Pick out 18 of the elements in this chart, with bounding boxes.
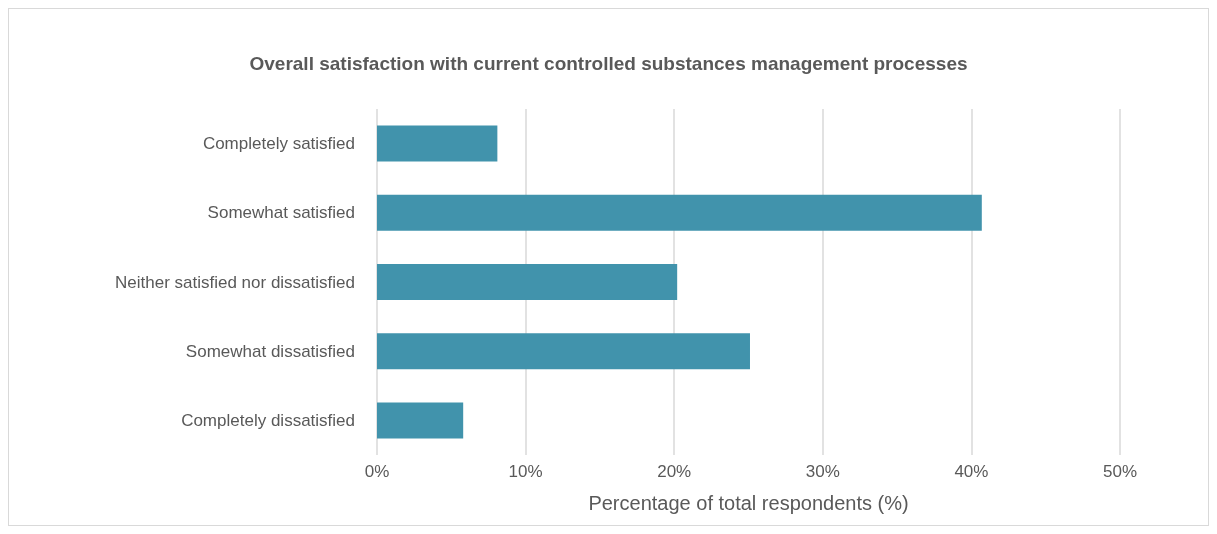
bar <box>377 194 982 231</box>
x-tick-label: 10% <box>508 462 543 481</box>
y-tick-label: Somewhat satisfied <box>207 203 355 223</box>
bar <box>377 264 678 300</box>
x-tick-label: 30% <box>805 462 840 481</box>
x-tick-label: 20% <box>657 462 692 481</box>
bar <box>377 402 464 439</box>
x-tick-label: 50% <box>1102 462 1138 481</box>
x-tick-label: 40% <box>954 462 989 481</box>
y-tick-label: Completely satisfied <box>202 134 355 154</box>
bar <box>377 125 498 162</box>
chart-title: Overall satisfaction with current controlled substances management processes <box>249 53 968 74</box>
y-tick-label: Completely dissatisfied <box>181 410 355 430</box>
x-tick-label: 0% <box>364 462 390 481</box>
y-tick-label: Somewhat dissatisfied <box>185 341 355 361</box>
x-axis-title: Percentage of total respondents (%) <box>588 492 909 514</box>
bar <box>377 333 750 370</box>
y-tick-label: Neither satisfied nor dissatisfied <box>114 272 355 292</box>
